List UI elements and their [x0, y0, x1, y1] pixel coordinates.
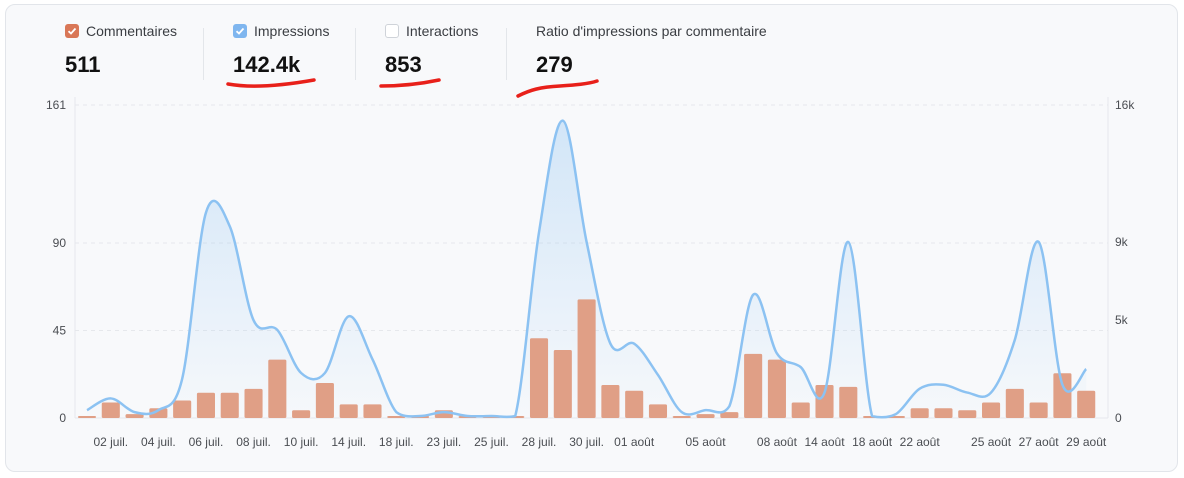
bar-comments: [77, 416, 97, 418]
bar-comments: [220, 392, 239, 418]
bar-comments: [315, 383, 334, 418]
stat-comments[interactable]: Commentaires 511: [65, 22, 178, 77]
bar-comments: [244, 388, 263, 418]
y-right-tick-label: 0: [1115, 411, 1122, 425]
x-tick-label: 25 juil.: [474, 435, 509, 449]
bar-comments: [553, 349, 572, 418]
y-left-tick-label: 0: [59, 411, 66, 425]
bar-comments: [648, 404, 668, 418]
impressions-label: Impressions: [254, 23, 330, 39]
underline-ratio: [516, 79, 599, 98]
underline-impressions: [226, 78, 316, 88]
x-tick-label: 08 juil.: [236, 435, 271, 449]
y-right-tick-label: 9k: [1115, 235, 1129, 249]
x-tick-label: 30 juil.: [569, 435, 604, 449]
x-tick-label: 18 août: [852, 435, 893, 449]
comments-checkbox-icon[interactable]: [65, 24, 79, 38]
bar-comments: [1053, 373, 1072, 418]
bar-comments: [720, 412, 739, 418]
bar-comments: [934, 408, 953, 418]
bar-comments: [672, 416, 691, 418]
divider: [506, 28, 507, 80]
x-tick-label: 08 août: [757, 435, 798, 449]
bar-comments: [601, 384, 620, 418]
divider: [203, 28, 204, 80]
y-right-tick-label: 16k: [1115, 98, 1135, 112]
x-tick-label: 22 août: [900, 435, 941, 449]
x-tick-label: 06 juil.: [189, 435, 224, 449]
comments-label: Commentaires: [86, 23, 178, 39]
bar-comments: [1005, 388, 1024, 418]
x-tick-label: 05 août: [686, 435, 727, 449]
x-tick-label: 28 juil.: [522, 435, 557, 449]
y-left-tick-label: 161: [46, 98, 66, 112]
x-tick-label: 10 juil.: [284, 435, 319, 449]
underline-interactions: [379, 78, 441, 88]
x-tick-label: 01 août: [614, 435, 655, 449]
x-tick-label: 29 août: [1066, 435, 1107, 449]
x-tick-label: 14 août: [804, 435, 845, 449]
y-left-tick-label: 90: [53, 236, 67, 250]
bar-comments: [791, 402, 810, 418]
annotation-underlines: [226, 78, 599, 98]
bar-comments: [149, 408, 168, 418]
bar-comments: [982, 402, 1001, 418]
bar-comments: [101, 402, 120, 418]
bar-comments: [292, 410, 311, 418]
stat-impressions[interactable]: Impressions 142.4k: [233, 22, 330, 77]
bar-comments: [268, 359, 287, 418]
bar-comments: [125, 414, 144, 418]
ratio-label: Ratio d'impressions par commentaire: [536, 23, 767, 39]
impressions-value: 142.4k: [233, 52, 301, 77]
interactions-label: Interactions: [406, 23, 479, 39]
bar-comments: [696, 414, 715, 418]
stat-interactions[interactable]: Interactions 853: [385, 22, 479, 77]
x-tick-label: 02 juil.: [93, 435, 128, 449]
x-tick-label: 04 juil.: [141, 435, 176, 449]
y-left-tick-label: 45: [53, 324, 67, 338]
ratio-value: 279: [536, 52, 573, 77]
bar-comments: [815, 384, 834, 418]
bar-comments: [173, 400, 192, 418]
bar-comments: [910, 408, 929, 418]
impressions-checkbox-icon[interactable]: [233, 24, 247, 38]
bar-comments: [767, 359, 786, 418]
bar-comments: [387, 416, 406, 418]
x-tick-label: 18 juil.: [379, 435, 414, 449]
bar-comments: [196, 392, 215, 418]
bar-comments: [1029, 402, 1048, 418]
x-tick-label: 14 juil.: [331, 435, 366, 449]
bar-comments: [577, 299, 596, 418]
interactions-value: 853: [385, 52, 422, 77]
comments-value: 511: [65, 52, 101, 77]
bar-comments: [839, 386, 858, 418]
y-right-tick-label: 5k: [1115, 313, 1129, 327]
bar-comments: [1077, 390, 1096, 418]
bar-comments: [339, 404, 358, 418]
stat-ratio: Ratio d'impressions par commentaire 279: [536, 22, 767, 77]
impressions-line: [86, 119, 1088, 419]
interactions-checkbox-icon[interactable]: [385, 24, 399, 38]
bar-comments: [529, 338, 549, 418]
x-tick-label: 23 juil.: [427, 435, 462, 449]
x-tick-label: 27 août: [1019, 435, 1060, 449]
divider: [355, 28, 356, 80]
bar-comments: [363, 404, 382, 418]
bar-comments: [625, 390, 644, 418]
bar-comments: [744, 353, 763, 418]
x-tick-label: 25 août: [971, 435, 1012, 449]
bar-comments: [958, 410, 977, 418]
